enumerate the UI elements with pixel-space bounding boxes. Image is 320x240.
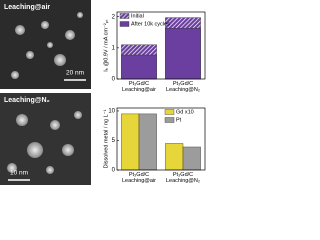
y-axis-label: Iₖ @0.9V / mA cm⁻²ₚₜ — [103, 19, 109, 72]
x-tick-label: Pt₃Gd/C Leaching@N₂ — [165, 81, 200, 93]
bar — [165, 143, 184, 171]
legend-swatch — [119, 13, 130, 19]
legend-label: Gd x10 — [176, 109, 194, 115]
y-tick-label: 0 — [112, 77, 116, 83]
y-tick-label: 1 — [112, 45, 116, 51]
tem-image-air: Leaching@air 20 nm — [0, 0, 91, 89]
bar — [138, 113, 157, 171]
y-axis-label: Dissolved metal / ng L⁻¹ — [103, 109, 109, 168]
legend-swatch — [119, 21, 130, 27]
figure-canvas: Leaching@air 20 nm Leaching@N₂ 10 nm 0 1 2… — [0, 0, 206, 185]
image-label: Leaching@N₂ — [4, 97, 50, 104]
y-tick-label: 5 — [112, 138, 116, 144]
tem-image-n2: Leaching@N₂ 10 nm — [0, 93, 91, 185]
bar — [182, 146, 201, 171]
bar — [121, 54, 157, 80]
legend-label: After 10k cycles — [131, 21, 170, 27]
image-label: Leaching@air — [4, 4, 50, 11]
y-tick-label: 0 — [112, 168, 116, 174]
bar — [165, 28, 201, 80]
scale-label: 20 nm — [66, 70, 84, 77]
plot-frame — [116, 11, 206, 80]
scale-label: 10 nm — [10, 170, 28, 177]
y-tick-label: 10 — [108, 109, 115, 115]
figure: Leaching@air 20 nm Leaching@N₂ 10 nm 0 1 2… — [0, 0, 206, 185]
x-tick-label: Pt₃Gd/C Leaching@N₂ — [165, 172, 200, 184]
legend-label: Initial — [131, 13, 144, 19]
plot-frame — [116, 107, 206, 171]
x-tick-label: Pt₃Gd/C Leaching@air — [121, 81, 157, 93]
y-tick-label: 2 — [112, 14, 116, 20]
legend-swatch — [164, 109, 175, 115]
legend-label: Pt — [176, 117, 182, 123]
x-tick-label: Pt₃Gd/C Leaching@air — [121, 172, 157, 184]
bar — [121, 113, 140, 171]
legend-swatch — [164, 117, 175, 123]
